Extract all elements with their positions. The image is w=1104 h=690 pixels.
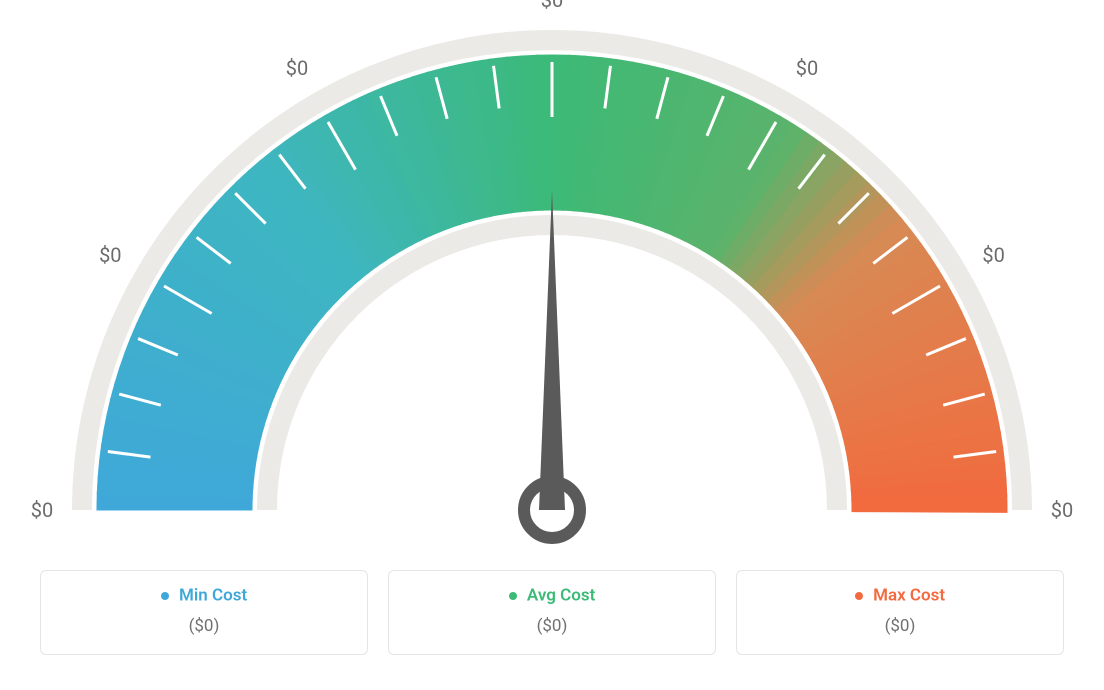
gauge-tick-label: $0 <box>31 498 53 522</box>
gauge-tick-label: $0 <box>99 243 121 267</box>
legend-row: Min Cost ($0) Avg Cost ($0) Max Cost ($0… <box>0 570 1104 655</box>
cost-gauge-chart: $0 $0 $0 $0 $0 $0 $0 Min Cost ($0) Avg Cost ($… <box>0 0 1104 690</box>
legend-card-min: Min Cost ($0) <box>40 570 368 655</box>
gauge-tick-label: $0 <box>1051 498 1073 522</box>
legend-value-max: ($0) <box>737 616 1063 636</box>
legend-title-avg: Avg Cost <box>389 585 715 606</box>
gauge-tick-label: $0 <box>541 0 563 12</box>
gauge-wrapper: $0 $0 $0 $0 $0 $0 $0 <box>0 0 1104 560</box>
legend-value-avg: ($0) <box>389 616 715 636</box>
legend-card-max: Max Cost ($0) <box>736 570 1064 655</box>
legend-dot-avg <box>509 592 517 600</box>
legend-title-min: Min Cost <box>41 585 367 606</box>
legend-label-avg: Avg Cost <box>527 586 595 606</box>
legend-value-min: ($0) <box>41 616 367 636</box>
legend-dot-max <box>855 592 863 600</box>
legend-label-max: Max Cost <box>873 586 945 606</box>
gauge-svg <box>0 0 1104 560</box>
legend-dot-min <box>161 592 169 600</box>
gauge-tick-label: $0 <box>286 56 308 80</box>
legend-label-min: Min Cost <box>179 586 247 606</box>
gauge-tick-label: $0 <box>796 56 818 80</box>
legend-card-avg: Avg Cost ($0) <box>388 570 716 655</box>
gauge-tick-label: $0 <box>982 243 1004 267</box>
legend-title-max: Max Cost <box>737 585 1063 606</box>
